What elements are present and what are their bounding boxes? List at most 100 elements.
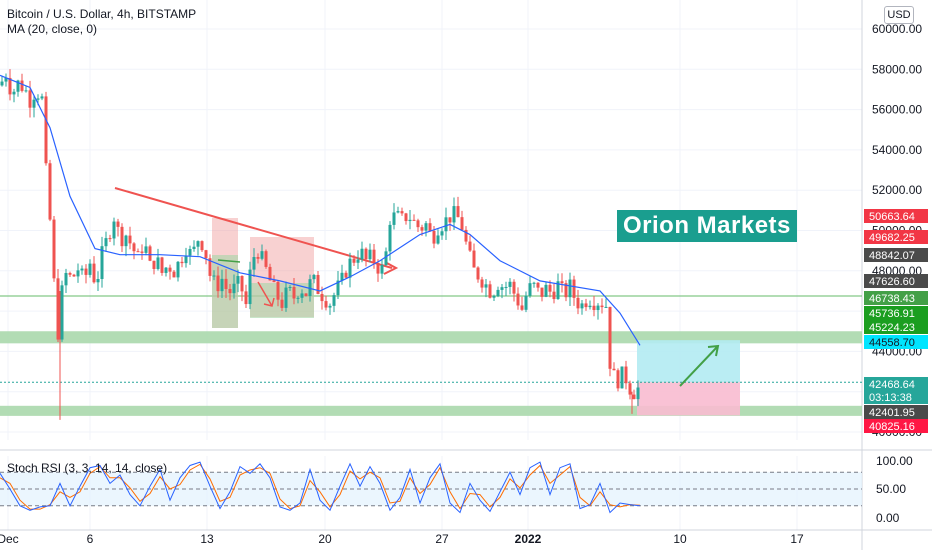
price-tick-label: 58000.00: [872, 62, 922, 76]
candle: [80, 268, 84, 271]
candle: [372, 249, 376, 264]
candle: [220, 278, 224, 292]
candle: [488, 284, 492, 298]
candle: [428, 223, 432, 231]
candle: [244, 291, 248, 305]
candle: [28, 90, 32, 108]
stoch-rsi-label[interactable]: Stoch RSI (3, 3, 14, 14, close): [7, 461, 168, 475]
candle: [192, 246, 196, 250]
candle: [40, 96, 44, 99]
candle: [436, 235, 440, 244]
candle: [380, 265, 384, 274]
candle: [204, 250, 208, 259]
price-tag: 47626.60: [864, 274, 928, 288]
price-tag-background: [864, 335, 928, 349]
candle: [120, 226, 124, 247]
candle: [276, 281, 280, 300]
candle: [304, 293, 308, 297]
candle: [300, 293, 304, 298]
grid-lines: [0, 0, 862, 530]
candle: [552, 291, 556, 300]
candle: [216, 275, 220, 292]
candle: [512, 281, 516, 294]
candle: [236, 276, 240, 284]
price-tag-background: [864, 209, 928, 223]
currency-button[interactable]: USD: [884, 6, 914, 24]
candle: [76, 270, 80, 277]
candle: [508, 281, 512, 287]
candle: [288, 286, 292, 288]
candle: [516, 293, 520, 306]
candle: [48, 163, 52, 220]
price-tick-label: 52000.00: [872, 183, 922, 197]
candle: [568, 279, 572, 298]
stoch-tick-label: 100.00: [876, 454, 913, 468]
time-tick-label: Dec: [0, 532, 19, 546]
candle: [344, 272, 348, 278]
projection-arrow: [679, 344, 720, 387]
price-tag: 45224.23: [864, 320, 928, 334]
candle: [556, 281, 560, 300]
candle: [360, 248, 364, 260]
price-tag-label: 40825.16: [869, 421, 915, 433]
long-target-zone: [637, 340, 740, 383]
candle: [356, 259, 360, 263]
candle: [636, 387, 640, 400]
stoch-tick-label: 0.00: [876, 511, 900, 525]
candle: [580, 303, 584, 309]
candle: [228, 289, 232, 294]
candle: [144, 246, 148, 253]
candle: [392, 212, 396, 225]
price-tick-label: 60000.00: [872, 22, 922, 36]
candle: [312, 274, 316, 280]
candle: [16, 80, 20, 92]
candle: [88, 263, 92, 275]
candle: [548, 284, 552, 292]
candle: [612, 368, 616, 371]
candle: [404, 213, 408, 222]
candle: [628, 383, 632, 395]
price-tick-label: 56000.00: [872, 103, 922, 117]
candle: [464, 229, 468, 242]
candle: [212, 275, 216, 277]
support-zone: [0, 405, 862, 416]
watermark-logo: Orion Markets: [617, 210, 797, 242]
candle: [4, 77, 8, 82]
candle: [608, 306, 612, 369]
candle: [316, 274, 320, 294]
time-axis: Dec 6 13 20 27 2022 10 17: [0, 532, 804, 546]
candle: [408, 219, 412, 222]
candle: [172, 271, 176, 278]
price-tick-label: 54000.00: [872, 143, 922, 157]
price-tag-background: [864, 390, 928, 404]
candle: [268, 266, 272, 281]
candle: [248, 269, 252, 305]
candle: [500, 287, 504, 290]
candle: [148, 246, 152, 261]
candle: [396, 211, 400, 213]
price-tag-label: 03:13:38: [869, 392, 912, 404]
long-stop-zone: [637, 382, 740, 416]
candle: [60, 285, 64, 340]
candle: [152, 260, 156, 269]
ma-indicator-label[interactable]: MA (20, close, 0): [7, 22, 98, 36]
candle: [68, 272, 72, 275]
candle: [84, 268, 88, 275]
candle: [292, 286, 296, 299]
drawings: [0, 187, 862, 416]
candle: [96, 278, 100, 283]
price-tag-label: 50663.64: [869, 211, 915, 223]
price-tag: 03:13:38: [864, 390, 928, 404]
time-tick-label: 20: [318, 532, 332, 546]
candle: [484, 284, 488, 288]
candle: [476, 267, 480, 280]
candle: [456, 206, 460, 218]
price-tag-label: 45736.91: [869, 308, 915, 320]
candle: [496, 289, 500, 297]
price-tag-background: [864, 274, 928, 288]
price-tag: 44558.70: [864, 335, 928, 349]
candle: [384, 251, 388, 266]
candle: [140, 251, 144, 253]
candle: [520, 305, 524, 310]
